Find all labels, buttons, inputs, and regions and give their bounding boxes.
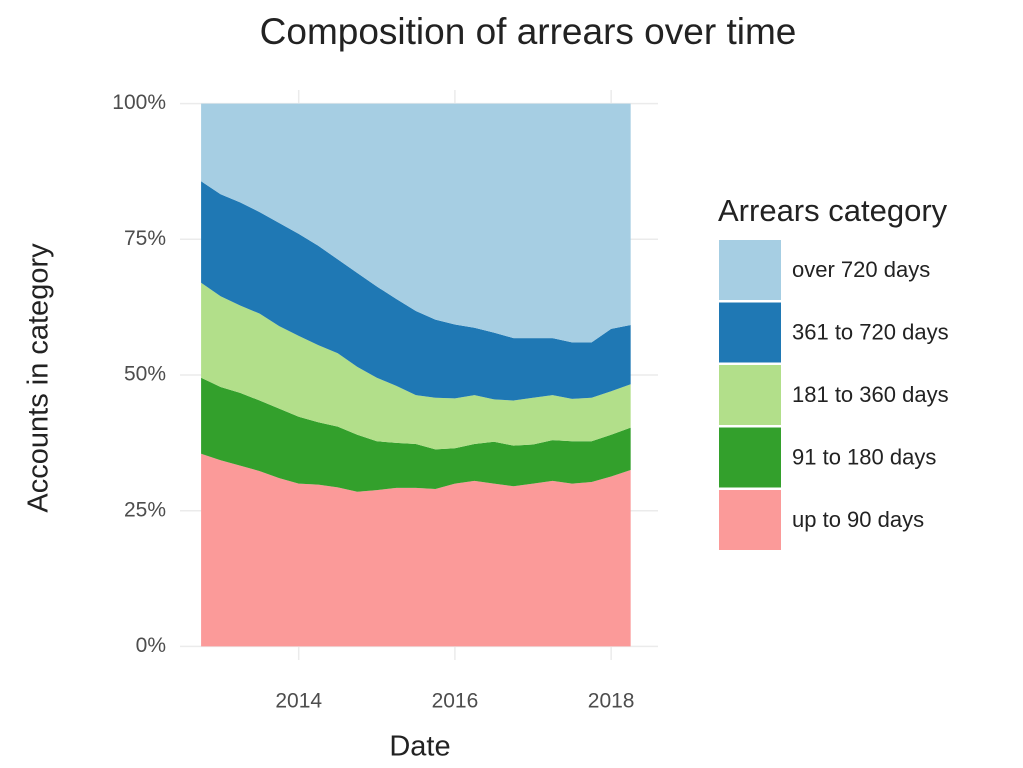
- legend-label: 91 to 180 days: [792, 444, 936, 469]
- y-tick-label: 100%: [112, 91, 166, 114]
- legend-label: over 720 days: [792, 257, 930, 282]
- area: [201, 282, 631, 450]
- legend-title: Arrears category: [718, 193, 948, 228]
- y-tick-label: 25%: [124, 498, 166, 521]
- legend-label: up to 90 days: [792, 507, 924, 532]
- x-tick-label: 2016: [432, 690, 479, 713]
- area: [201, 377, 631, 492]
- area: [201, 181, 631, 401]
- areas: [201, 103, 631, 647]
- y-axis-label: Accounts in category: [23, 243, 55, 513]
- legend-key: [719, 490, 781, 550]
- x-tick-label: 2018: [588, 690, 635, 713]
- legend: up to 90 days 91 to 180 days 181 to 360 da…: [719, 240, 949, 550]
- area: [201, 103, 631, 343]
- area: [201, 453, 631, 647]
- legend-label: 181 to 360 days: [792, 382, 949, 407]
- y-tick-label: 0%: [136, 634, 166, 657]
- legend-key: [719, 240, 781, 300]
- chart-title: Composition of arrears over time: [260, 11, 797, 52]
- y-tick-label: 50%: [124, 363, 166, 386]
- y-tick-label: 75%: [124, 227, 166, 250]
- x-axis-label: Date: [389, 731, 450, 763]
- legend-label: 361 to 720 days: [792, 319, 949, 344]
- legend-key: [719, 365, 781, 425]
- legend-key: [719, 302, 781, 363]
- x-tick-label: 2014: [275, 690, 322, 713]
- legend-key: [719, 427, 781, 488]
